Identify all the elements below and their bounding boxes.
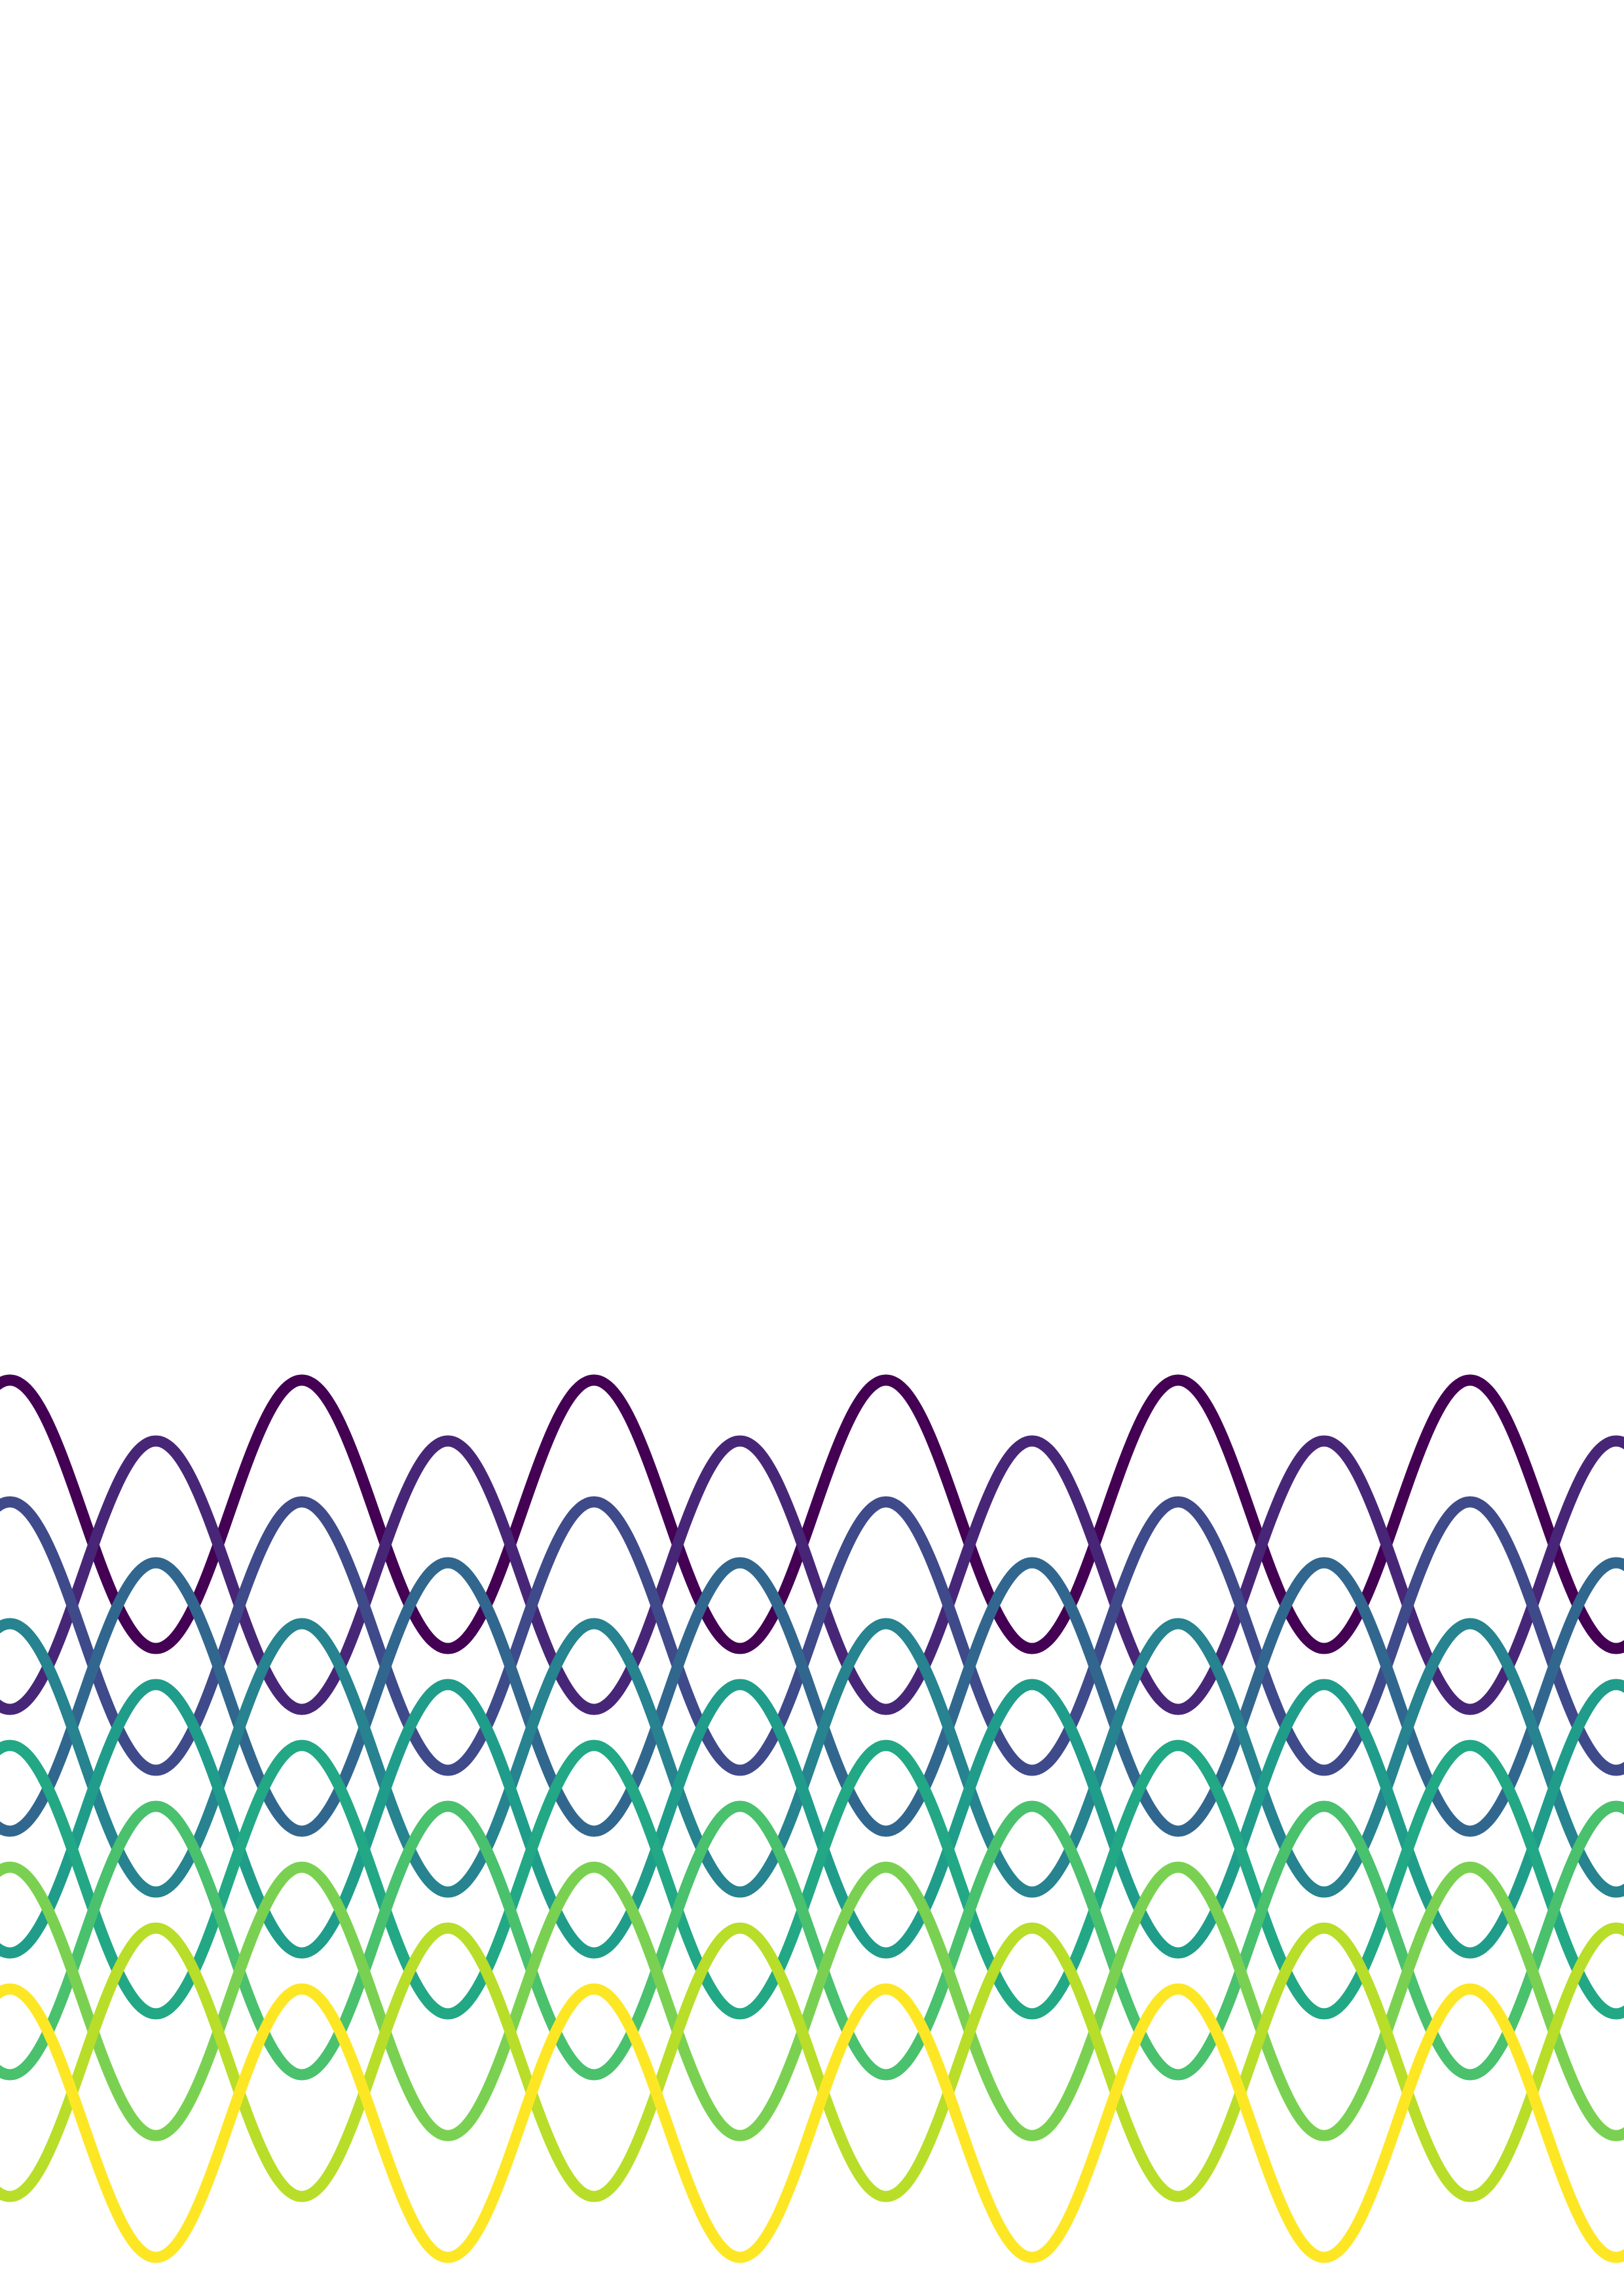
wave-line-10 xyxy=(0,1922,1624,2202)
wave-line-11 xyxy=(0,1983,1624,2263)
wave-lines xyxy=(0,1374,1624,2263)
wave-line-9 xyxy=(0,1861,1624,2141)
